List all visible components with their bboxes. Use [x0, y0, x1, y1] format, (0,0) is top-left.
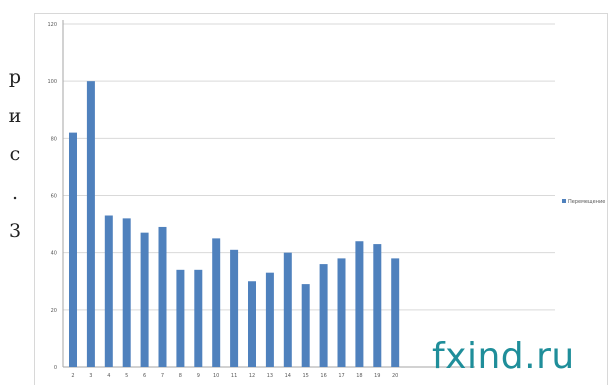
bar: [158, 226, 167, 367]
figure-caption: р и с . 3: [0, 58, 30, 251]
bar: [194, 269, 203, 367]
y-tick-label: 20: [51, 308, 57, 314]
bar: [176, 269, 185, 367]
bar: [230, 249, 239, 367]
x-tick-label: 8: [179, 373, 182, 379]
caption-char: 3: [8, 220, 22, 242]
x-tick-label: 12: [249, 373, 255, 379]
x-tick-label: 7: [161, 373, 164, 379]
bar: [319, 264, 328, 367]
bar: [69, 132, 77, 367]
y-tick-label: 40: [51, 251, 57, 257]
bar-chart: 0 20 40 60 80 100 120 2 3 4 5 6 7 8 9 10 11 12 13 14 15 16 17 1…: [47, 20, 605, 379]
x-tick-label: 3: [89, 373, 92, 379]
bar: [283, 252, 292, 367]
x-tick-label: 4: [107, 373, 110, 379]
bar: [104, 215, 113, 367]
x-tick-label: 6: [143, 373, 146, 379]
bar: [355, 241, 364, 367]
bar: [212, 238, 221, 367]
x-tick-label: 5: [125, 373, 128, 379]
x-tick-label: 17: [338, 373, 344, 379]
bar: [122, 218, 131, 367]
y-tick-label: 0: [54, 365, 57, 371]
bar: [86, 81, 95, 368]
caption-char: и: [8, 104, 22, 127]
legend-entry: Перемещение: [568, 199, 605, 205]
bar: [301, 284, 310, 367]
y-tick-label: 60: [51, 194, 57, 200]
caption-char: р: [8, 66, 22, 88]
x-tick-label: 15: [303, 373, 309, 379]
x-tick-label: 18: [356, 373, 362, 379]
bar: [391, 258, 400, 367]
bar: [248, 281, 256, 367]
x-tick-label: 20: [392, 373, 398, 379]
chart-frame: 0 20 40 60 80 100 120 2 3 4 5 6 7 8 9 10 11 12 13 14 15 16 17 1…: [34, 13, 608, 385]
x-tick-label: 10: [213, 373, 219, 379]
x-tick-label: 11: [231, 373, 237, 379]
bar: [373, 244, 382, 367]
x-tick-label: 14: [285, 373, 291, 379]
watermark: fxind.ru: [432, 336, 575, 377]
x-tick-label: 19: [374, 373, 380, 379]
y-tick-label: 120: [47, 22, 57, 28]
y-tick-label: 80: [51, 136, 57, 142]
caption-char: .: [11, 181, 19, 204]
bar: [140, 232, 149, 367]
bar: [337, 258, 346, 367]
x-tick-label: 13: [267, 373, 273, 379]
x-tick-label: 9: [197, 373, 200, 379]
bar: [265, 272, 274, 367]
y-tick-label: 100: [47, 79, 57, 85]
x-tick-label: 2: [71, 373, 74, 379]
legend-swatch: [562, 199, 566, 203]
x-tick-label: 16: [320, 373, 326, 379]
caption-char: с: [9, 143, 21, 165]
